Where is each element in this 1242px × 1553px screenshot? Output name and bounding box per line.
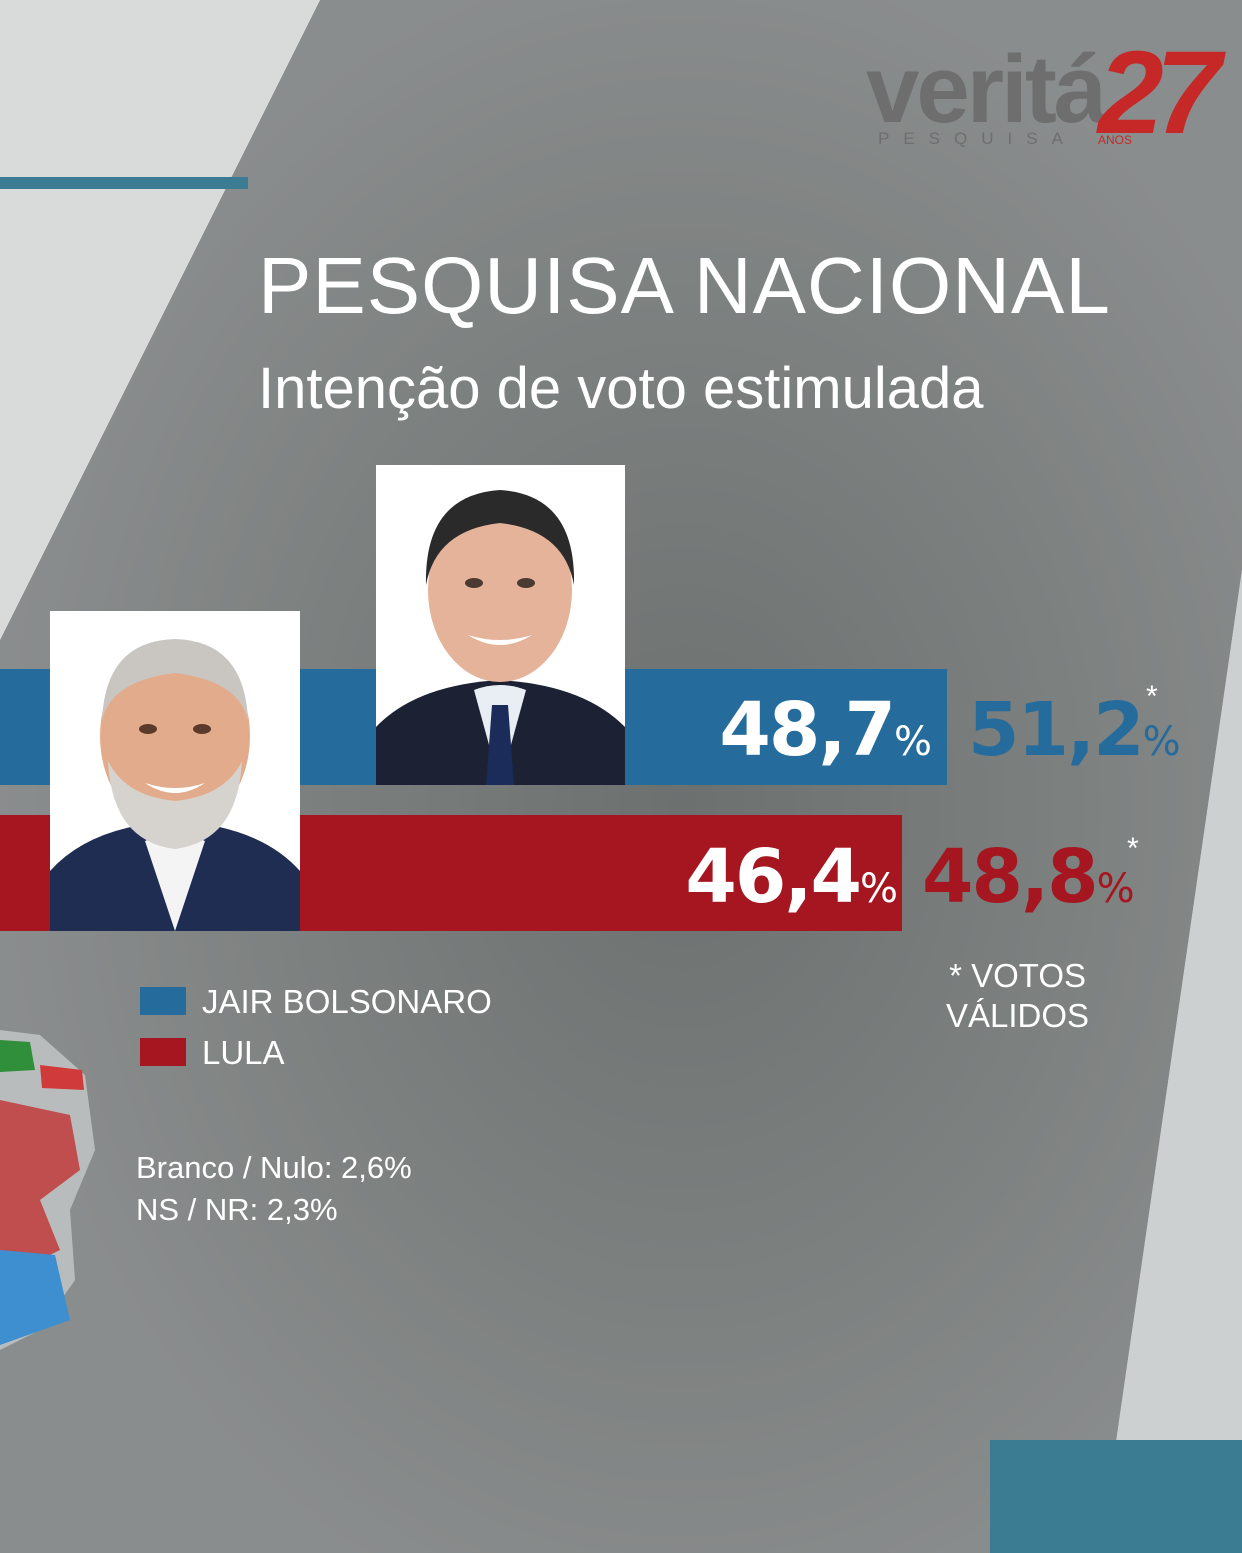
legend-label-bolsonaro: JAIR BOLSONARO bbox=[202, 983, 492, 1020]
valid-votes-marker: * bbox=[1127, 832, 1139, 865]
page-title: PESQUISA NACIONAL bbox=[258, 241, 1111, 330]
brand-tagline: PESQUISA bbox=[878, 129, 1077, 148]
anniversary-number: 27 bbox=[1098, 27, 1221, 159]
value-bolsonaro-valid: 51,2% bbox=[968, 693, 1181, 767]
percent-sign: % bbox=[859, 866, 898, 912]
value-lula-valid: 48,8% bbox=[922, 840, 1135, 914]
anniversary-label: ANOS bbox=[1098, 133, 1133, 147]
legend-swatch-bolsonaro bbox=[140, 987, 186, 1015]
brand-logo: veritá PESQUISA 27 ANOS bbox=[866, 34, 1221, 152]
brand-name: veritá bbox=[866, 36, 1107, 143]
photo-lula bbox=[50, 611, 300, 931]
other-answers: Branco / Nulo: 2,6% NS / NR: 2,3% bbox=[136, 1147, 412, 1231]
value-bolsonaro-total: 48,7% bbox=[719, 693, 932, 767]
blank-null-note: Branco / Nulo: 2,6% bbox=[136, 1150, 412, 1185]
percent-sign: % bbox=[893, 719, 932, 765]
legend-swatch-lula bbox=[140, 1038, 186, 1066]
value-lula-total-number: 46,4 bbox=[685, 834, 862, 920]
value-lula-valid-number: 48,8 bbox=[922, 834, 1099, 920]
percent-sign: % bbox=[1096, 866, 1135, 912]
page-subtitle: Intenção de voto estimulada bbox=[258, 356, 984, 421]
portrait-bolsonaro-icon bbox=[376, 465, 625, 785]
legend: JAIR BOLSONARO LULA bbox=[140, 985, 500, 1070]
value-bolsonaro-total-number: 48,7 bbox=[719, 687, 896, 773]
top-accent-line bbox=[0, 177, 248, 189]
value-bolsonaro-valid-number: 51,2 bbox=[968, 687, 1145, 773]
dont-know-note: NS / NR: 2,3% bbox=[136, 1191, 338, 1227]
percent-sign: % bbox=[1142, 719, 1181, 765]
value-lula-total: 46,4% bbox=[685, 840, 898, 914]
map-decoration bbox=[0, 1030, 95, 1350]
valid-votes-footnote: * VOTOS VÁLIDOS bbox=[946, 956, 1089, 1035]
valid-votes-marker: * bbox=[1146, 680, 1158, 713]
footnote-line-2: VÁLIDOS bbox=[946, 996, 1090, 1034]
footnote-line-1: * VOTOS bbox=[949, 957, 1086, 994]
legend-label-lula: LULA bbox=[202, 1034, 285, 1071]
portrait-lula-icon bbox=[50, 611, 300, 931]
photo-bolsonaro bbox=[376, 465, 625, 785]
bottom-accent-block bbox=[990, 1440, 1242, 1553]
